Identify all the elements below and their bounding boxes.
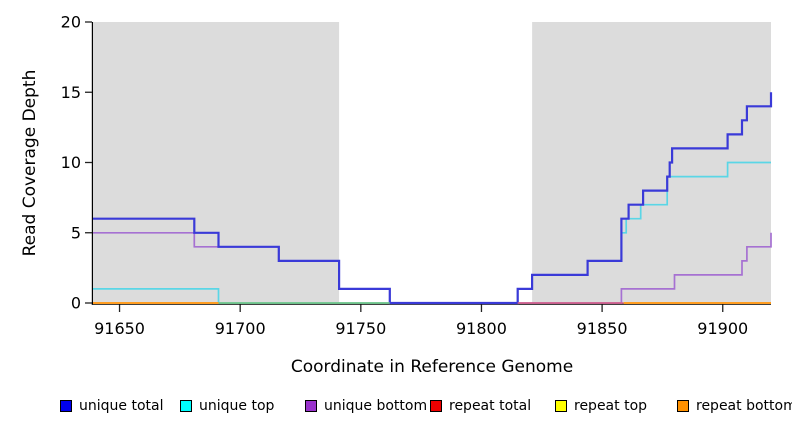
legend-swatch-icon [180, 400, 192, 412]
y-tick-label: 5 [71, 223, 81, 242]
legend-label: repeat bottom [696, 398, 792, 414]
x-tick-label: 91750 [335, 319, 386, 338]
legend-swatch-icon [60, 400, 72, 412]
shaded-region-left [93, 22, 340, 303]
y-tick-label: 20 [61, 13, 81, 32]
legend-item-repeat-total: repeat total [430, 398, 531, 414]
y-tick-label: 10 [61, 153, 81, 172]
legend-label: repeat total [449, 398, 532, 414]
x-tick-label: 91700 [215, 319, 266, 338]
legend-swatch-icon [430, 400, 442, 412]
legend-label: unique top [199, 398, 275, 414]
x-axis-title: Coordinate in Reference Genome [290, 357, 574, 377]
legend-label: repeat top [574, 398, 648, 414]
legend-item-unique-total: unique total [60, 398, 163, 414]
x-tick-label: 91800 [456, 319, 507, 338]
x-tick-label: 91650 [94, 319, 145, 338]
x-tick-label: 91850 [577, 319, 628, 338]
legend: unique total unique top unique bottom repea… [0, 398, 792, 418]
legend-label: unique total [79, 398, 164, 414]
legend-label: unique bottom [324, 398, 428, 414]
series-unique-total [93, 92, 773, 305]
legend-item-unique-top: unique top [180, 398, 274, 414]
legend-item-repeat-bottom: repeat bottom [677, 398, 792, 414]
legend-swatch-icon [305, 400, 317, 412]
legend-swatch-icon [677, 400, 689, 412]
y-tick-label: 15 [61, 83, 81, 102]
y-tick-label: 0 [71, 294, 81, 313]
x-tick-label: 91900 [697, 319, 748, 338]
legend-swatch-icon [555, 400, 567, 412]
y-axis-title: Read Coverage Depth [20, 69, 40, 257]
legend-item-repeat-top: repeat top [555, 398, 647, 414]
legend-item-unique-bottom: unique bottom [305, 398, 427, 414]
